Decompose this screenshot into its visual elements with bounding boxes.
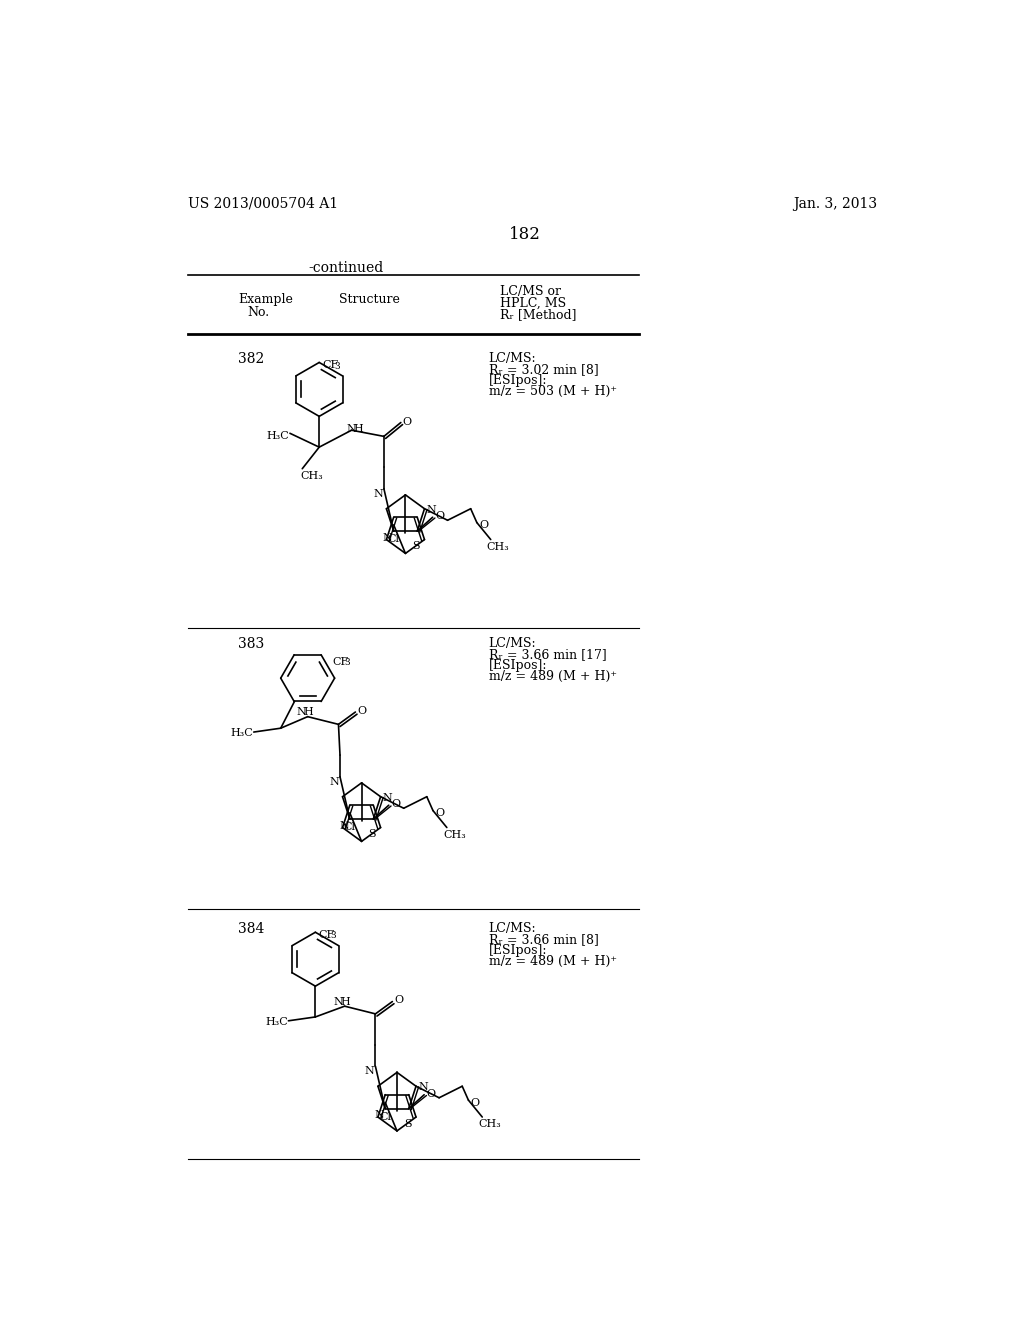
Text: Cl: Cl xyxy=(387,535,399,544)
Text: US 2013/0005704 A1: US 2013/0005704 A1 xyxy=(188,197,339,211)
Text: Rᵣ = 3.66 min [8]: Rᵣ = 3.66 min [8] xyxy=(488,933,598,946)
Text: [ESIpos]:: [ESIpos]: xyxy=(488,374,547,387)
Text: m/z = 489 (M + H)⁺: m/z = 489 (M + H)⁺ xyxy=(488,669,616,682)
Text: S: S xyxy=(403,1118,412,1129)
Text: CF: CF xyxy=(323,360,339,370)
Text: m/z = 489 (M + H)⁺: m/z = 489 (M + H)⁺ xyxy=(488,954,616,968)
Text: LC/MS or: LC/MS or xyxy=(500,285,561,298)
Text: CH₃: CH₃ xyxy=(301,471,324,480)
Text: N: N xyxy=(383,793,392,803)
Text: Cl: Cl xyxy=(344,822,355,832)
Text: O: O xyxy=(391,799,400,809)
Text: O: O xyxy=(426,1089,435,1098)
Text: O: O xyxy=(435,808,444,818)
Text: CH₃: CH₃ xyxy=(486,541,510,552)
Text: Rᵣ [Method]: Rᵣ [Method] xyxy=(500,309,577,322)
Text: N: N xyxy=(383,533,392,543)
Text: N: N xyxy=(427,504,436,515)
Text: LC/MS:: LC/MS: xyxy=(488,352,537,366)
Text: [ESIpos]:: [ESIpos]: xyxy=(488,659,547,672)
Text: LC/MS:: LC/MS: xyxy=(488,638,537,651)
Text: Cl: Cl xyxy=(379,1111,391,1122)
Text: N: N xyxy=(330,776,339,787)
Text: O: O xyxy=(471,1098,480,1107)
Text: -continued: -continued xyxy=(308,261,384,275)
Text: No.: No. xyxy=(248,306,269,319)
Text: 3: 3 xyxy=(331,932,337,940)
Text: 383: 383 xyxy=(239,638,264,651)
Text: O: O xyxy=(357,706,366,715)
Text: CH₃: CH₃ xyxy=(443,830,466,840)
Text: H₃C: H₃C xyxy=(267,430,290,441)
Text: 182: 182 xyxy=(509,226,541,243)
Text: N: N xyxy=(347,424,356,434)
Text: N: N xyxy=(297,708,306,717)
Text: S: S xyxy=(413,541,420,552)
Text: O: O xyxy=(435,511,444,521)
Text: CF: CF xyxy=(318,929,335,940)
Text: m/z = 503 (M + H)⁺: m/z = 503 (M + H)⁺ xyxy=(488,385,616,397)
Text: 3: 3 xyxy=(335,362,340,371)
Text: CH₃: CH₃ xyxy=(478,1119,501,1130)
Text: Example: Example xyxy=(239,293,293,306)
Text: 3: 3 xyxy=(345,659,350,667)
Text: N: N xyxy=(373,488,383,499)
Text: S: S xyxy=(369,829,376,840)
Text: H: H xyxy=(303,708,312,717)
Text: LC/MS:: LC/MS: xyxy=(488,923,537,936)
Text: Structure: Structure xyxy=(339,293,399,306)
Text: 384: 384 xyxy=(239,923,265,936)
Text: CF: CF xyxy=(333,656,348,667)
Text: N: N xyxy=(339,821,349,830)
Text: HPLC, MS: HPLC, MS xyxy=(500,297,566,310)
Text: N: N xyxy=(365,1067,375,1076)
Text: O: O xyxy=(479,520,488,531)
Text: Rᵣ = 3.66 min [17]: Rᵣ = 3.66 min [17] xyxy=(488,648,606,661)
Text: N: N xyxy=(375,1110,384,1121)
Text: 382: 382 xyxy=(239,352,264,367)
Text: Jan. 3, 2013: Jan. 3, 2013 xyxy=(793,197,877,211)
Text: H: H xyxy=(340,997,350,1007)
Text: N: N xyxy=(334,997,344,1007)
Text: O: O xyxy=(402,417,412,428)
Text: O: O xyxy=(394,995,403,1006)
Text: N: N xyxy=(419,1082,428,1093)
Text: Rᵣ = 3.02 min [8]: Rᵣ = 3.02 min [8] xyxy=(488,363,598,376)
Text: H₃C: H₃C xyxy=(265,1016,288,1027)
Text: H: H xyxy=(353,424,362,434)
Text: H₃C: H₃C xyxy=(230,729,253,738)
Text: [ESIpos]:: [ESIpos]: xyxy=(488,944,547,957)
